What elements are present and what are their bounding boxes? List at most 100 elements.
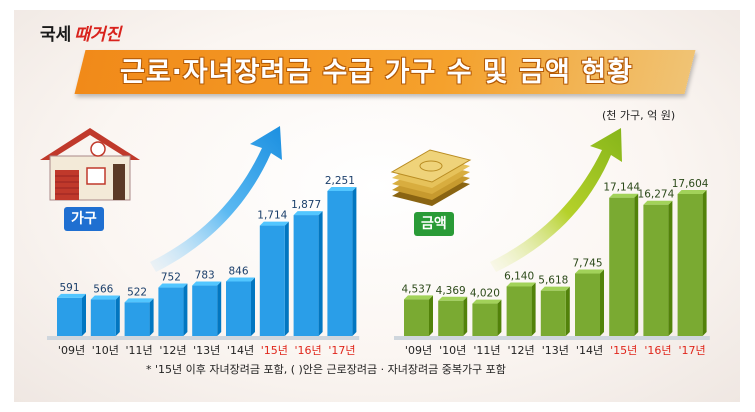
households-bar-side xyxy=(217,281,222,336)
amount-baseline xyxy=(394,336,710,340)
amount-bar xyxy=(438,300,464,336)
amount-value-label: 5,618 xyxy=(538,275,568,287)
amount-value-label: 7,745 xyxy=(572,258,602,270)
households-bar-top xyxy=(259,221,289,226)
amount-bar xyxy=(575,273,600,336)
households-value-label: 522 xyxy=(127,286,147,298)
amount-bar-side xyxy=(668,200,673,336)
households-bar-top xyxy=(90,295,120,300)
households-bar-top xyxy=(327,187,357,191)
households-value-label: 566 xyxy=(93,284,113,296)
amount-value-label: 6,140 xyxy=(504,270,534,282)
households-bar xyxy=(293,215,319,336)
amount-label: 금액 xyxy=(414,212,454,236)
green-growth-arrow xyxy=(490,128,622,272)
amount-category-label: '14년 xyxy=(576,344,603,357)
households-bar-side xyxy=(82,293,86,336)
amount-bar-top xyxy=(677,190,707,194)
amount-bar-side xyxy=(702,190,707,336)
households-bar-side xyxy=(318,211,323,336)
brand-logo: 국세 때거진 xyxy=(40,20,121,45)
brand-part2: 때거진 xyxy=(74,25,122,45)
amount-category-label: '10년 xyxy=(439,344,466,357)
households-bar xyxy=(90,299,116,336)
households-category-label: '12년 xyxy=(159,344,186,357)
amount-bar-side xyxy=(634,193,639,336)
amount-category-label: '16년 xyxy=(644,344,671,357)
amount-bar xyxy=(609,197,635,336)
amount-bar-side xyxy=(600,269,604,336)
households-bar-top xyxy=(158,283,188,288)
households-bar xyxy=(192,285,218,336)
amount-value-label: 4,020 xyxy=(470,288,500,300)
amount-bar xyxy=(404,299,429,336)
households-bar-side xyxy=(352,187,357,336)
amount-bar-side xyxy=(497,299,502,336)
amount-bar-side xyxy=(531,282,536,336)
households-bar xyxy=(124,302,150,336)
house-icon xyxy=(40,128,140,201)
money-stack-icon xyxy=(390,149,472,206)
amount-bar-top xyxy=(575,269,604,274)
households-category-label: '11년 xyxy=(126,344,153,357)
households-bar-side xyxy=(251,277,255,336)
households-bar xyxy=(158,287,184,336)
amount-category-label: '17년 xyxy=(679,344,706,357)
households-category-label: '09년 xyxy=(58,344,85,357)
amount-chart: 4,537 '09년 4,369 '10년 4,020 '11년 6,140 '12년 5,61… xyxy=(394,178,710,357)
amount-bar-top xyxy=(506,282,536,287)
households-bar-side xyxy=(149,298,154,336)
households-bar-side xyxy=(183,283,188,336)
amount-value-label: 16,274 xyxy=(638,189,675,201)
households-value-label: 2,251 xyxy=(325,175,355,187)
households-value-label: 1,714 xyxy=(257,210,287,222)
amount-bar-top xyxy=(540,286,570,291)
households-value-label: 752 xyxy=(161,272,181,284)
amount-category-label: '15년 xyxy=(610,344,637,357)
amount-bar-top xyxy=(438,296,468,301)
chart-title: 근로·자녀장려금 수급 가구 수 및 금액 현황 xyxy=(120,57,633,88)
households-category-label: '17년 xyxy=(328,344,355,357)
households-category-label: '10년 xyxy=(92,344,119,357)
amount-bar xyxy=(540,290,566,336)
amount-bar xyxy=(643,204,669,336)
amount-value-label: 17,604 xyxy=(672,178,709,190)
households-value-label: 783 xyxy=(195,270,215,282)
households-bar-top xyxy=(293,211,323,216)
brand-part1: 국세 xyxy=(40,25,72,45)
households-bar xyxy=(57,297,82,336)
households-bar xyxy=(327,191,353,336)
amount-value-label: 4,369 xyxy=(436,285,466,297)
households-bar-side xyxy=(115,295,120,336)
households-bar-top xyxy=(124,298,154,303)
amount-bar-side xyxy=(429,295,433,336)
households-label: 가구 xyxy=(64,207,104,231)
amount-bar-top xyxy=(472,299,502,304)
amount-bar-side xyxy=(463,296,468,336)
households-bar-side xyxy=(284,221,289,336)
households-baseline xyxy=(47,336,360,340)
households-bar xyxy=(259,225,285,336)
amount-value-label: 4,537 xyxy=(401,283,431,295)
amount-category-label: '12년 xyxy=(508,344,535,357)
households-category-label: '15년 xyxy=(261,344,288,357)
unit-note: (천 가구, 억 원) xyxy=(602,109,676,122)
amount-bar-top xyxy=(404,295,433,300)
amount-category-label: '11년 xyxy=(473,344,500,357)
amount-bar-top xyxy=(609,193,639,198)
households-category-label: '16년 xyxy=(295,344,322,357)
households-value-label: 1,877 xyxy=(291,199,321,211)
amount-category-label: '09년 xyxy=(405,344,432,357)
amount-bar xyxy=(677,194,703,336)
households-bar xyxy=(226,281,251,336)
households-value-label: 846 xyxy=(228,266,248,278)
households-bar-top xyxy=(192,281,222,286)
households-category-label: '14년 xyxy=(227,344,254,357)
households-value-label: 591 xyxy=(59,282,79,294)
amount-category-label: '13년 xyxy=(542,344,569,357)
blue-growth-arrow xyxy=(150,126,282,272)
amount-bar xyxy=(506,286,532,336)
footnote: * '15년 이후 자녀장려금 포함, ( )안은 근로장려금 · 자녀장려금 … xyxy=(146,363,506,376)
amount-value-label: 17,144 xyxy=(603,182,640,194)
